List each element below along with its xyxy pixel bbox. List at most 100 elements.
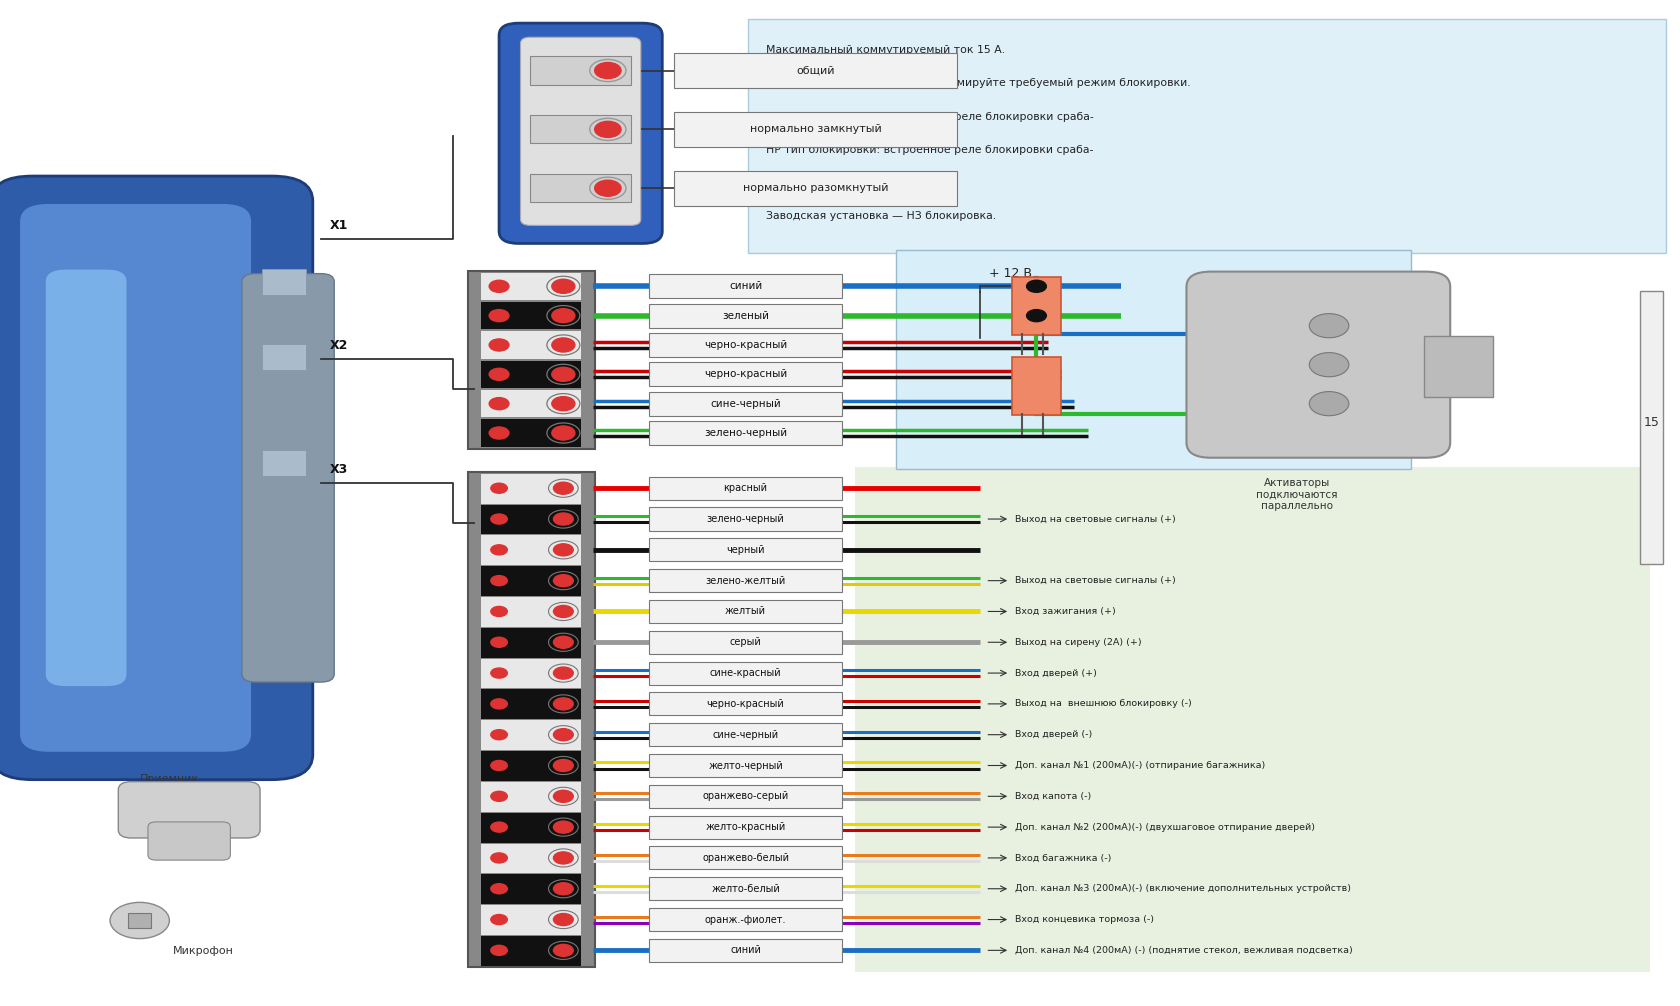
- Circle shape: [489, 310, 509, 322]
- Text: Доп. канал №2 (200мА)(-) (двухшаговое отпирание дверей): Доп. канал №2 (200мА)(-) (двухшаговое от…: [1015, 823, 1314, 832]
- FancyBboxPatch shape: [480, 689, 581, 719]
- FancyBboxPatch shape: [480, 843, 581, 873]
- Text: Приемник
GPS: Приемник GPS: [139, 774, 198, 796]
- FancyBboxPatch shape: [1186, 272, 1450, 458]
- FancyBboxPatch shape: [480, 813, 581, 843]
- FancyBboxPatch shape: [748, 19, 1665, 253]
- Circle shape: [109, 902, 170, 939]
- Text: черный: черный: [726, 545, 764, 555]
- FancyBboxPatch shape: [45, 270, 126, 686]
- FancyBboxPatch shape: [480, 535, 581, 565]
- Text: Выход на световые сигналы (+): Выход на световые сигналы (+): [1015, 514, 1174, 523]
- Text: Заводская установка — НЗ блокировка.: Заводская установка — НЗ блокировка.: [766, 211, 996, 221]
- Circle shape: [553, 760, 573, 772]
- Circle shape: [1309, 353, 1347, 377]
- Text: зелено-желтый: зелено-желтый: [706, 575, 785, 585]
- Text: желто-красный: желто-красный: [706, 822, 785, 832]
- FancyBboxPatch shape: [531, 174, 630, 202]
- Circle shape: [1026, 281, 1045, 293]
- Text: синий: синий: [729, 282, 761, 292]
- Text: Выход на сирену (2А) (+): Выход на сирену (2А) (+): [1015, 638, 1141, 647]
- FancyBboxPatch shape: [895, 250, 1410, 469]
- Text: Вход дверей (+): Вход дверей (+): [1015, 669, 1097, 678]
- Text: 10 А: 10 А: [1021, 363, 1048, 376]
- Text: зелено-черный: зелено-черный: [704, 428, 786, 438]
- Circle shape: [551, 338, 575, 352]
- FancyBboxPatch shape: [467, 271, 595, 449]
- Text: X1: X1: [329, 219, 348, 232]
- Text: оранжево-белый: оранжево-белый: [702, 853, 788, 863]
- Circle shape: [553, 852, 573, 864]
- Text: серый: серый: [729, 637, 761, 647]
- FancyBboxPatch shape: [480, 751, 581, 781]
- FancyBboxPatch shape: [648, 507, 842, 530]
- Circle shape: [551, 367, 575, 381]
- Circle shape: [553, 636, 573, 648]
- Circle shape: [491, 514, 507, 524]
- FancyBboxPatch shape: [855, 467, 1648, 972]
- FancyBboxPatch shape: [242, 274, 334, 682]
- Circle shape: [553, 574, 573, 586]
- FancyBboxPatch shape: [480, 361, 581, 388]
- Circle shape: [491, 822, 507, 832]
- Text: оранж.-фиолет.: оранж.-фиолет.: [704, 914, 786, 925]
- Circle shape: [553, 667, 573, 679]
- FancyBboxPatch shape: [467, 472, 595, 967]
- Circle shape: [553, 882, 573, 894]
- FancyBboxPatch shape: [480, 905, 581, 935]
- Circle shape: [489, 427, 509, 439]
- Circle shape: [553, 482, 573, 494]
- FancyBboxPatch shape: [480, 566, 581, 596]
- Circle shape: [595, 122, 620, 138]
- Circle shape: [551, 309, 575, 323]
- Circle shape: [489, 397, 509, 409]
- Text: черно-красный: черно-красный: [706, 699, 785, 709]
- FancyBboxPatch shape: [480, 505, 581, 534]
- Text: Максимальный коммутируемый ток 15 А.: Максимальный коммутируемый ток 15 А.: [766, 45, 1005, 55]
- Text: НЗ тип блокировки: встроенное реле блокировки сраба-: НЗ тип блокировки: встроенное реле блоки…: [766, 112, 1094, 122]
- Text: сине-черный: сине-черный: [712, 729, 778, 739]
- FancyBboxPatch shape: [118, 782, 260, 838]
- Circle shape: [553, 606, 573, 618]
- FancyBboxPatch shape: [648, 477, 842, 500]
- FancyBboxPatch shape: [480, 782, 581, 812]
- Text: Доп. канал №3 (200мА)(-) (включение дополнительных устройств): Доп. канал №3 (200мА)(-) (включение допо…: [1015, 884, 1351, 893]
- Text: (НР — нормально разомкнутый).: (НР — нормально разомкнутый).: [766, 178, 953, 188]
- Text: 10 А: 10 А: [1021, 284, 1048, 297]
- FancyBboxPatch shape: [480, 420, 581, 447]
- Circle shape: [489, 368, 509, 380]
- Circle shape: [553, 728, 573, 740]
- Circle shape: [553, 698, 573, 710]
- FancyBboxPatch shape: [128, 913, 151, 928]
- Circle shape: [489, 281, 509, 293]
- Text: го датчика: го датчика: [91, 518, 155, 528]
- Circle shape: [491, 761, 507, 771]
- Circle shape: [551, 396, 575, 410]
- Text: НР тип блокировки: встроенное реле блокировки сраба-: НР тип блокировки: встроенное реле блоки…: [766, 145, 1094, 155]
- Circle shape: [595, 62, 620, 78]
- FancyBboxPatch shape: [148, 822, 230, 860]
- FancyBboxPatch shape: [674, 171, 958, 206]
- FancyBboxPatch shape: [648, 631, 842, 654]
- Text: Доп. канал №1 (200мА)(-) (отпирание багажника): Доп. канал №1 (200мА)(-) (отпирание бага…: [1015, 761, 1265, 770]
- Text: Вход багажника (-): Вход багажника (-): [1015, 853, 1110, 862]
- Text: синий: синий: [729, 946, 761, 956]
- Circle shape: [491, 637, 507, 647]
- Circle shape: [551, 426, 575, 440]
- FancyBboxPatch shape: [480, 273, 581, 300]
- FancyBboxPatch shape: [648, 753, 842, 777]
- Circle shape: [553, 945, 573, 957]
- FancyBboxPatch shape: [648, 275, 842, 299]
- FancyBboxPatch shape: [262, 344, 306, 370]
- FancyBboxPatch shape: [0, 176, 312, 780]
- Circle shape: [595, 180, 620, 196]
- Text: Вход зажигания (+): Вход зажигания (+): [1015, 607, 1116, 616]
- Circle shape: [491, 483, 507, 493]
- Circle shape: [553, 544, 573, 556]
- FancyBboxPatch shape: [648, 692, 842, 715]
- Circle shape: [491, 668, 507, 678]
- FancyBboxPatch shape: [648, 421, 842, 445]
- FancyBboxPatch shape: [648, 362, 842, 386]
- Text: X2: X2: [329, 339, 348, 352]
- FancyBboxPatch shape: [648, 569, 842, 593]
